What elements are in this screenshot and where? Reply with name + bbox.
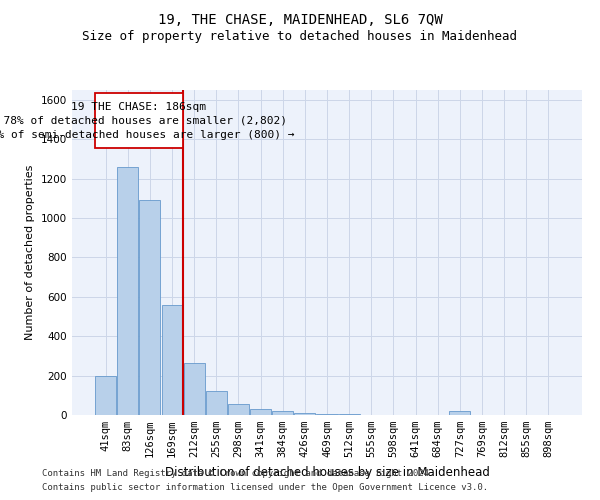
Bar	[338, 414, 359, 415]
Text: Contains HM Land Registry data © Crown copyright and database right 2024.: Contains HM Land Registry data © Crown c…	[42, 468, 434, 477]
Bar	[228, 404, 249, 415]
Bar	[272, 411, 293, 415]
Bar	[184, 363, 205, 415]
Bar	[250, 409, 271, 415]
Bar	[449, 411, 470, 415]
X-axis label: Distribution of detached houses by size in Maidenhead: Distribution of detached houses by size …	[164, 466, 490, 478]
Text: 19, THE CHASE, MAIDENHEAD, SL6 7QW: 19, THE CHASE, MAIDENHEAD, SL6 7QW	[158, 12, 442, 26]
Text: Contains public sector information licensed under the Open Government Licence v3: Contains public sector information licen…	[42, 484, 488, 492]
Y-axis label: Number of detached properties: Number of detached properties	[25, 165, 35, 340]
Text: 19 THE CHASE: 186sqm
← 78% of detached houses are smaller (2,802)
22% of semi-de: 19 THE CHASE: 186sqm ← 78% of detached h…	[0, 102, 294, 140]
Bar	[161, 305, 182, 415]
Bar	[206, 392, 227, 415]
Bar	[295, 413, 316, 415]
Bar	[118, 167, 139, 415]
Bar	[95, 376, 116, 415]
Bar	[139, 200, 160, 415]
Bar	[316, 414, 338, 415]
Text: Size of property relative to detached houses in Maidenhead: Size of property relative to detached ho…	[83, 30, 517, 43]
Bar	[95, 93, 183, 148]
